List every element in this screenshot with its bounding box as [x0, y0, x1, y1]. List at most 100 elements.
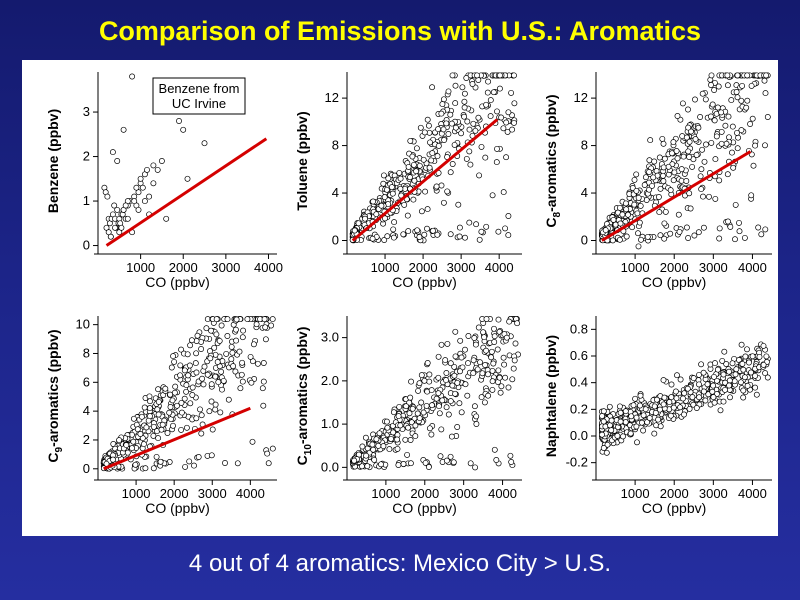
- data-point: [239, 359, 246, 366]
- data-point: [474, 366, 481, 373]
- data-point: [705, 391, 712, 398]
- data-point: [625, 211, 631, 218]
- data-point: [187, 342, 194, 349]
- data-point: [720, 371, 727, 378]
- data-point: [186, 362, 193, 369]
- data-point: [755, 224, 762, 231]
- data-point: [130, 438, 137, 445]
- data-point: [700, 369, 707, 376]
- data-point: [218, 322, 225, 329]
- data-point: [138, 413, 145, 420]
- data-point: [693, 405, 700, 411]
- data-point: [643, 197, 650, 203]
- data-point: [362, 434, 369, 441]
- data-point: [725, 113, 732, 120]
- data-point: [397, 422, 404, 429]
- data-point: [150, 162, 157, 169]
- data-point: [370, 446, 377, 453]
- data-point: [655, 194, 662, 200]
- data-point: [752, 142, 759, 149]
- data-point: [146, 393, 153, 400]
- data-point: [500, 354, 507, 361]
- data-point: [698, 186, 705, 193]
- y-tick-label: 8: [83, 345, 90, 360]
- data-point: [726, 368, 732, 375]
- data-point: [402, 436, 409, 443]
- data-point: [734, 145, 741, 152]
- data-point: [661, 394, 668, 401]
- data-point: [712, 360, 718, 367]
- data-point: [657, 423, 664, 430]
- data-point: [708, 82, 714, 88]
- data-point: [503, 334, 510, 341]
- data-point: [424, 225, 430, 232]
- data-point: [692, 96, 698, 103]
- data-point: [225, 396, 232, 403]
- data-point: [719, 357, 726, 364]
- y-tick-label: 0.0: [321, 459, 339, 474]
- data-point: [143, 424, 150, 431]
- data-point: [640, 427, 647, 434]
- data-point: [606, 403, 613, 410]
- data-point: [384, 233, 391, 240]
- data-point: [211, 344, 218, 351]
- data-point: [673, 395, 680, 402]
- data-point: [259, 385, 266, 392]
- data-point: [186, 458, 193, 465]
- data-point: [207, 355, 214, 362]
- data-point: [215, 379, 222, 386]
- data-point: [714, 366, 721, 373]
- data-point: [359, 463, 365, 470]
- data-point: [444, 340, 451, 347]
- data-point: [477, 359, 483, 366]
- data-point: [691, 232, 698, 239]
- data-point: [390, 409, 397, 416]
- x-tick-label: 4000: [485, 260, 514, 275]
- data-point: [351, 227, 358, 234]
- data-point: [686, 190, 693, 197]
- x-axis-label: CO (ppbv): [145, 274, 210, 290]
- data-point: [677, 404, 684, 411]
- data-point: [176, 118, 182, 124]
- data-point: [502, 374, 509, 381]
- data-point: [709, 388, 716, 395]
- data-point: [482, 362, 489, 368]
- data-point: [371, 456, 378, 463]
- x-tick-label: 4000: [254, 260, 283, 275]
- data-point: [238, 371, 245, 378]
- data-point: [489, 378, 496, 385]
- data-point: [716, 235, 723, 242]
- data-point: [690, 401, 697, 408]
- data-point: [135, 206, 142, 213]
- data-point: [495, 316, 502, 323]
- data-point: [711, 87, 718, 93]
- data-point: [608, 417, 615, 424]
- x-tick-label: 1000: [371, 486, 400, 501]
- data-point: [110, 456, 116, 463]
- data-point: [470, 357, 477, 364]
- data-point: [111, 202, 118, 209]
- data-point: [425, 122, 432, 129]
- data-point: [461, 98, 468, 105]
- data-point: [475, 324, 482, 331]
- data-point: [744, 72, 751, 79]
- data-point: [478, 143, 485, 150]
- data-point: [660, 172, 666, 179]
- data-point: [632, 395, 639, 402]
- data-point: [472, 464, 479, 471]
- annotation-text: Benzene from: [159, 81, 240, 96]
- data-point: [364, 463, 371, 470]
- data-point: [762, 370, 769, 377]
- y-tick-label: 0: [83, 461, 90, 476]
- data-point: [722, 379, 729, 386]
- data-point: [178, 409, 185, 416]
- data-point: [709, 101, 716, 108]
- data-point: [407, 137, 414, 144]
- data-point: [171, 389, 178, 396]
- data-point: [381, 237, 388, 243]
- data-point: [484, 89, 491, 96]
- data-point: [157, 458, 164, 465]
- data-point: [433, 395, 440, 402]
- data-point: [129, 445, 135, 452]
- data-point: [443, 120, 450, 127]
